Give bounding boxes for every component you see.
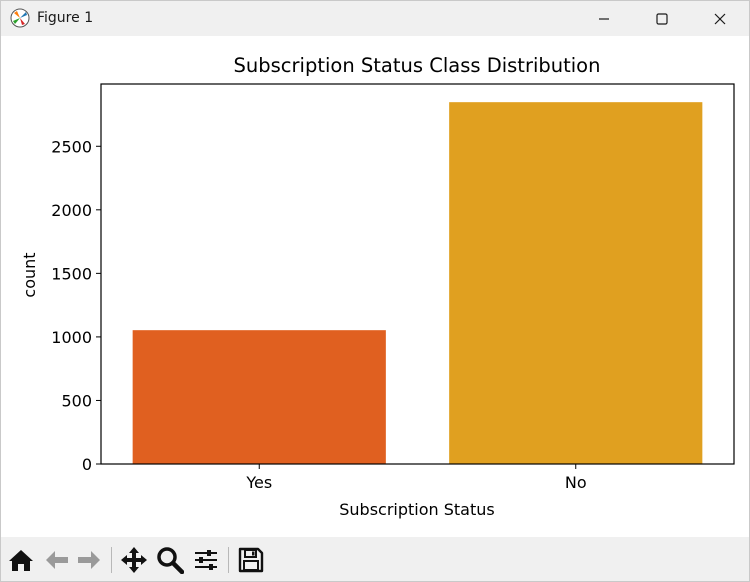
pan-move-icon bbox=[121, 547, 147, 573]
y-tick-label: 2500 bbox=[51, 137, 92, 156]
close-button[interactable] bbox=[691, 1, 749, 36]
home-icon bbox=[9, 550, 33, 571]
zoom-button[interactable] bbox=[156, 546, 184, 574]
configure-subplots-icon bbox=[195, 550, 217, 570]
bar-chart: Subscription Status Class Distribution S… bbox=[20, 54, 735, 519]
y-tick-label: 0 bbox=[82, 455, 92, 474]
y-tick-label: 1500 bbox=[51, 264, 92, 283]
minimize-icon bbox=[599, 17, 609, 20]
back-button[interactable] bbox=[43, 546, 71, 574]
x-tick-label: No bbox=[565, 473, 587, 492]
y-axis-label: count bbox=[20, 252, 39, 297]
navigation-toolbar bbox=[1, 537, 749, 581]
forward-arrow-icon bbox=[78, 551, 100, 569]
zoom-magnifier-icon bbox=[157, 547, 184, 574]
back-arrow-icon bbox=[46, 551, 68, 569]
save-floppy-icon bbox=[238, 547, 264, 573]
toolbar-separator bbox=[111, 547, 112, 573]
bar-yes bbox=[132, 330, 386, 464]
configure-subplots-button[interactable] bbox=[192, 546, 220, 574]
close-icon bbox=[714, 13, 726, 24]
minimize-button[interactable] bbox=[575, 1, 633, 36]
y-tick-label: 2000 bbox=[51, 201, 92, 220]
x-axis-label: Subscription Status bbox=[339, 500, 494, 519]
chart-title: Subscription Status Class Distribution bbox=[234, 54, 601, 77]
title-bar[interactable]: Figure 1 bbox=[1, 1, 749, 36]
window-title: Figure 1 bbox=[37, 10, 94, 26]
figure-canvas[interactable]: Subscription Status Class Distribution S… bbox=[1, 36, 749, 536]
save-button[interactable] bbox=[237, 546, 265, 574]
maximize-button[interactable] bbox=[633, 1, 691, 36]
x-tick-label: Yes bbox=[245, 473, 272, 492]
axes-frame bbox=[100, 83, 735, 465]
maximize-icon bbox=[656, 12, 668, 25]
toolbar-separator bbox=[228, 547, 229, 573]
home-button[interactable] bbox=[7, 546, 35, 574]
pan-button[interactable] bbox=[120, 546, 148, 574]
y-tick-label: 500 bbox=[61, 391, 92, 410]
forward-button[interactable] bbox=[75, 546, 103, 574]
y-tick-label: 1000 bbox=[51, 328, 92, 347]
bar-no bbox=[449, 102, 703, 464]
matplotlib-icon bbox=[10, 8, 30, 28]
